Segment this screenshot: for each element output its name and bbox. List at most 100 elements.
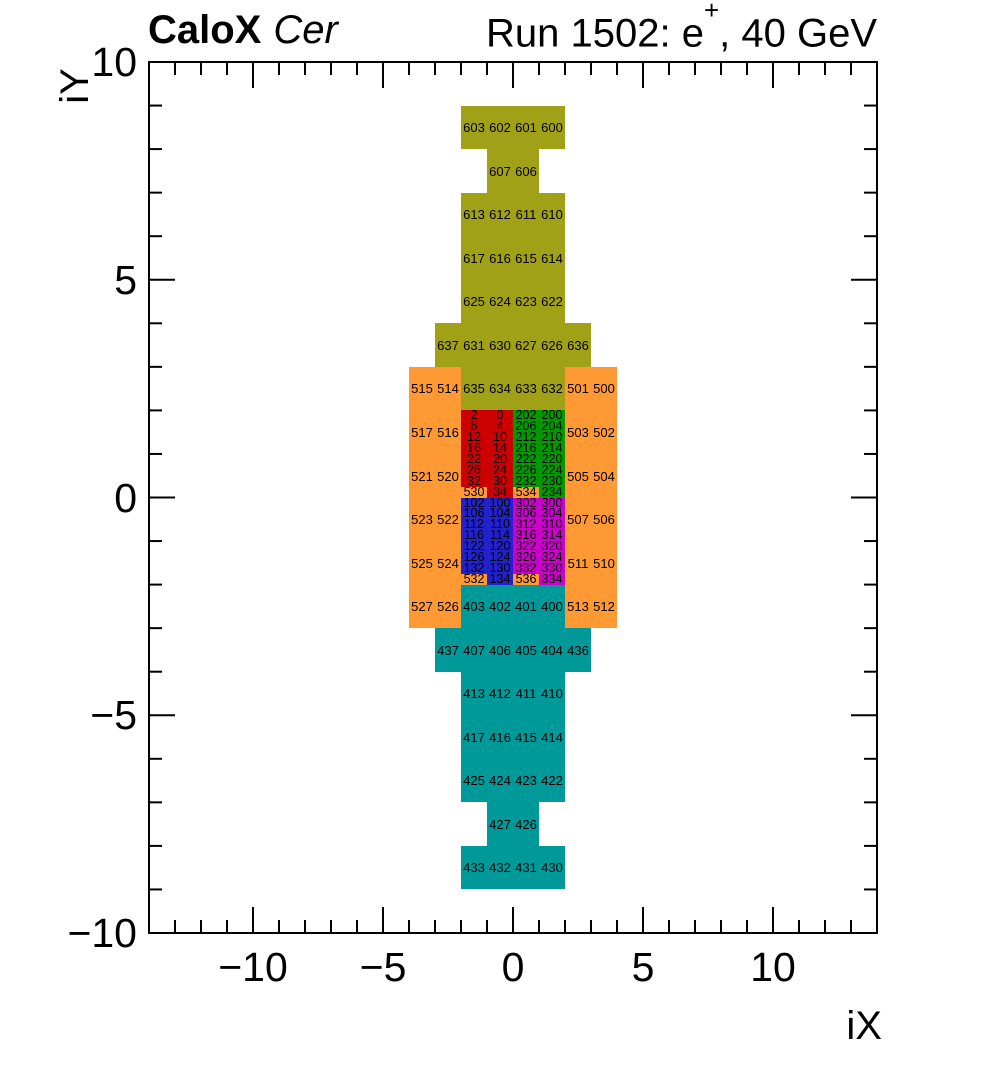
detector-cell-626: 626 — [539, 323, 565, 367]
detector-cell-431: 431 — [513, 846, 539, 889]
detector-cell-507: 507 — [565, 498, 591, 541]
detector-cell-200: 200 — [539, 409, 565, 422]
detector-cell-110: 110 — [487, 518, 513, 531]
x-tick-label: 0 — [501, 944, 525, 990]
detector-cell-300: 300 — [539, 497, 565, 509]
detector-cell-613: 613 — [461, 193, 487, 236]
detector-cell-436: 436 — [565, 628, 591, 672]
detector-cell-637: 637 — [435, 323, 461, 367]
detector-cell-214: 214 — [539, 442, 565, 455]
detector-cell-500: 500 — [591, 367, 617, 410]
detector-cell-634: 634 — [487, 367, 513, 410]
detector-cell-230: 230 — [539, 475, 565, 488]
x-tick-label: −10 — [218, 944, 288, 990]
detector-cell-401: 401 — [513, 585, 539, 628]
detector-cell-511: 511 — [565, 541, 591, 585]
detector-cell-16: 16 — [461, 442, 487, 455]
detector-cell-602: 602 — [487, 106, 513, 149]
detector-cell-403: 403 — [461, 585, 487, 628]
detector-cell-505: 505 — [565, 454, 591, 498]
beam-energy-text: , 40 GeV — [719, 11, 877, 56]
detector-cell-414: 414 — [539, 715, 565, 759]
detector-cell-607: 607 — [487, 149, 513, 193]
detector-cell-226: 226 — [513, 464, 539, 477]
detector-cell-611: 611 — [513, 193, 539, 236]
detector-cell-326: 326 — [513, 551, 539, 564]
detector-cell-130: 130 — [487, 562, 513, 575]
detector-cell-30: 30 — [487, 475, 513, 488]
detector-cell-517: 517 — [409, 410, 435, 454]
detector-cell-503: 503 — [565, 410, 591, 454]
detector-cell-100: 100 — [487, 497, 513, 509]
detector-cell-324: 324 — [539, 551, 565, 564]
detector-cell-606: 606 — [513, 149, 539, 193]
detector-cell-413: 413 — [461, 672, 487, 715]
detector-cell-437: 437 — [435, 628, 461, 672]
detector-cell-24: 24 — [487, 464, 513, 477]
detector-cell-501: 501 — [565, 367, 591, 410]
detector-cell-204: 204 — [539, 420, 565, 433]
detector-cell-417: 417 — [461, 715, 487, 759]
detector-cell-104: 104 — [487, 507, 513, 520]
plot-title-left: CaloX Cer — [148, 10, 338, 50]
detector-cell-427: 427 — [487, 802, 513, 846]
detector-cell-524: 524 — [435, 541, 461, 585]
detector-cell-6: 6 — [461, 420, 487, 433]
detector-cell-102: 102 — [461, 497, 487, 509]
detector-cell-10: 10 — [487, 431, 513, 444]
detector-cell-502: 502 — [591, 410, 617, 454]
detector-cell-423: 423 — [513, 759, 539, 802]
detector-cell-26: 26 — [461, 464, 487, 477]
y-tick-label: 10 — [91, 39, 137, 85]
x-tick-label: −5 — [359, 944, 407, 990]
detector-cell-616: 616 — [487, 236, 513, 280]
detector-cell-635: 635 — [461, 367, 487, 410]
detector-cell-532: 532 — [461, 573, 487, 586]
detector-cell-516: 516 — [435, 410, 461, 454]
detector-cell-320: 320 — [539, 540, 565, 553]
detector-cell-210: 210 — [539, 431, 565, 444]
detector-cell-22: 22 — [461, 453, 487, 466]
detector-cell-506: 506 — [591, 498, 617, 541]
detector-cell-34: 34 — [487, 486, 513, 499]
detector-readout-name: Cer — [273, 8, 338, 52]
detector-cell-603: 603 — [461, 106, 487, 149]
detector-cell-610: 610 — [539, 193, 565, 236]
detector-cell-526: 526 — [435, 585, 461, 628]
run-info-text: Run 1502: e — [485, 11, 704, 56]
detector-cell-405: 405 — [513, 628, 539, 672]
detector-cell-432: 432 — [487, 846, 513, 889]
detector-cell-425: 425 — [461, 759, 487, 802]
detector-cell-614: 614 — [539, 236, 565, 280]
detector-cell-510: 510 — [591, 541, 617, 585]
detector-cell-116: 116 — [461, 529, 487, 542]
detector-cell-124: 124 — [487, 551, 513, 564]
detector-cell-312: 312 — [513, 518, 539, 531]
detector-cell-601: 601 — [513, 106, 539, 149]
detector-cell-636: 636 — [565, 323, 591, 367]
detector-cell-627: 627 — [513, 323, 539, 367]
detector-cell-330: 330 — [539, 562, 565, 575]
detector-cell-20: 20 — [487, 453, 513, 466]
detector-cell-332: 332 — [513, 562, 539, 575]
detector-cell-430: 430 — [539, 846, 565, 889]
detector-cell-504: 504 — [591, 454, 617, 498]
detector-cell-612: 612 — [487, 193, 513, 236]
detector-cell-406: 406 — [487, 628, 513, 672]
detector-cell-407: 407 — [461, 628, 487, 672]
detector-cell-314: 314 — [539, 529, 565, 542]
detector-cell-521: 521 — [409, 454, 435, 498]
detector-cell-527: 527 — [409, 585, 435, 628]
detector-cell-534: 534 — [513, 486, 539, 499]
detector-cell-515: 515 — [409, 367, 435, 410]
detector-cell-400: 400 — [539, 585, 565, 628]
detector-cell-134: 134 — [487, 573, 513, 586]
detector-cell-600: 600 — [539, 106, 565, 149]
detector-cell-411: 411 — [513, 672, 539, 715]
x-tick-label: 5 — [631, 944, 655, 990]
detector-cell-632: 632 — [539, 367, 565, 410]
detector-cell-617: 617 — [461, 236, 487, 280]
detector-cell-530: 530 — [461, 486, 487, 499]
y-tick-label: 5 — [114, 256, 137, 303]
detector-cell-422: 422 — [539, 759, 565, 802]
